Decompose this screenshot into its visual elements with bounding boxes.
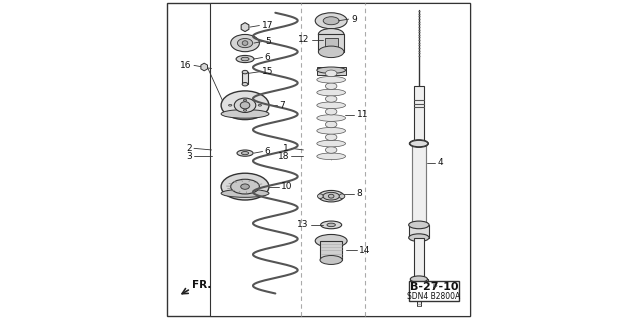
Ellipse shape — [328, 194, 334, 198]
Ellipse shape — [237, 150, 253, 156]
Text: 18: 18 — [278, 152, 289, 161]
Ellipse shape — [317, 153, 346, 160]
Ellipse shape — [228, 104, 232, 106]
Ellipse shape — [319, 46, 344, 57]
Text: 7: 7 — [279, 101, 285, 110]
Text: 2: 2 — [186, 144, 192, 153]
Ellipse shape — [325, 108, 337, 115]
Ellipse shape — [319, 190, 344, 202]
Ellipse shape — [410, 276, 428, 282]
Text: 15: 15 — [262, 67, 273, 76]
Ellipse shape — [230, 34, 259, 52]
Bar — [417, 290, 421, 306]
Ellipse shape — [258, 104, 262, 106]
Text: 9: 9 — [351, 15, 356, 24]
Text: 6: 6 — [265, 53, 271, 62]
Text: 14: 14 — [359, 246, 371, 255]
Bar — [414, 238, 424, 281]
Ellipse shape — [317, 128, 346, 134]
Ellipse shape — [325, 83, 337, 89]
Bar — [242, 72, 248, 84]
Bar — [320, 241, 342, 260]
Text: 3: 3 — [186, 152, 192, 161]
Text: 4: 4 — [438, 158, 444, 167]
Bar — [414, 86, 424, 144]
Ellipse shape — [243, 25, 248, 29]
Ellipse shape — [316, 13, 347, 29]
Ellipse shape — [325, 147, 337, 153]
Text: 13: 13 — [298, 220, 309, 229]
Ellipse shape — [243, 100, 246, 101]
Ellipse shape — [410, 140, 428, 147]
Ellipse shape — [319, 29, 344, 40]
Ellipse shape — [221, 109, 269, 118]
Ellipse shape — [323, 192, 339, 200]
Text: FR.: FR. — [193, 280, 212, 290]
Ellipse shape — [317, 67, 346, 73]
Ellipse shape — [242, 41, 248, 45]
Ellipse shape — [325, 96, 337, 102]
Bar — [410, 279, 428, 290]
Ellipse shape — [325, 134, 337, 140]
Ellipse shape — [327, 223, 335, 226]
Ellipse shape — [317, 89, 346, 96]
Bar — [324, 38, 337, 48]
Ellipse shape — [320, 256, 342, 264]
Ellipse shape — [242, 83, 248, 86]
Text: 17: 17 — [262, 21, 273, 30]
Ellipse shape — [221, 91, 269, 120]
Ellipse shape — [230, 179, 259, 194]
Ellipse shape — [317, 194, 323, 198]
Text: 11: 11 — [356, 110, 368, 119]
Text: 12: 12 — [298, 35, 310, 44]
Ellipse shape — [317, 140, 346, 147]
Ellipse shape — [221, 173, 269, 200]
Text: 16: 16 — [180, 61, 192, 70]
Ellipse shape — [234, 98, 256, 113]
Ellipse shape — [242, 70, 248, 74]
Text: 6: 6 — [265, 147, 271, 156]
Ellipse shape — [243, 109, 246, 111]
Ellipse shape — [221, 189, 269, 197]
Ellipse shape — [241, 152, 248, 155]
Text: 8: 8 — [356, 189, 362, 198]
Ellipse shape — [323, 17, 339, 25]
Ellipse shape — [325, 70, 337, 77]
Ellipse shape — [317, 115, 346, 121]
Text: SDN4 B2800A: SDN4 B2800A — [408, 293, 461, 301]
Ellipse shape — [317, 102, 346, 108]
Bar — [410, 281, 459, 301]
Ellipse shape — [409, 221, 429, 229]
Ellipse shape — [409, 234, 429, 241]
Ellipse shape — [241, 57, 249, 61]
Bar — [319, 34, 344, 52]
Text: B-27-10: B-27-10 — [410, 282, 458, 292]
Bar — [409, 225, 429, 238]
Ellipse shape — [339, 194, 345, 198]
Ellipse shape — [317, 77, 346, 83]
Text: 10: 10 — [281, 182, 292, 191]
Ellipse shape — [241, 184, 250, 189]
Ellipse shape — [410, 140, 428, 147]
Text: 1: 1 — [284, 144, 289, 153]
Bar — [412, 144, 426, 223]
Text: 5: 5 — [265, 37, 271, 46]
Bar — [210, 3, 470, 316]
Ellipse shape — [236, 56, 254, 63]
Ellipse shape — [316, 234, 347, 247]
Ellipse shape — [321, 221, 342, 229]
Ellipse shape — [240, 102, 250, 109]
Bar — [317, 67, 346, 75]
Ellipse shape — [237, 39, 253, 48]
Ellipse shape — [325, 121, 337, 128]
